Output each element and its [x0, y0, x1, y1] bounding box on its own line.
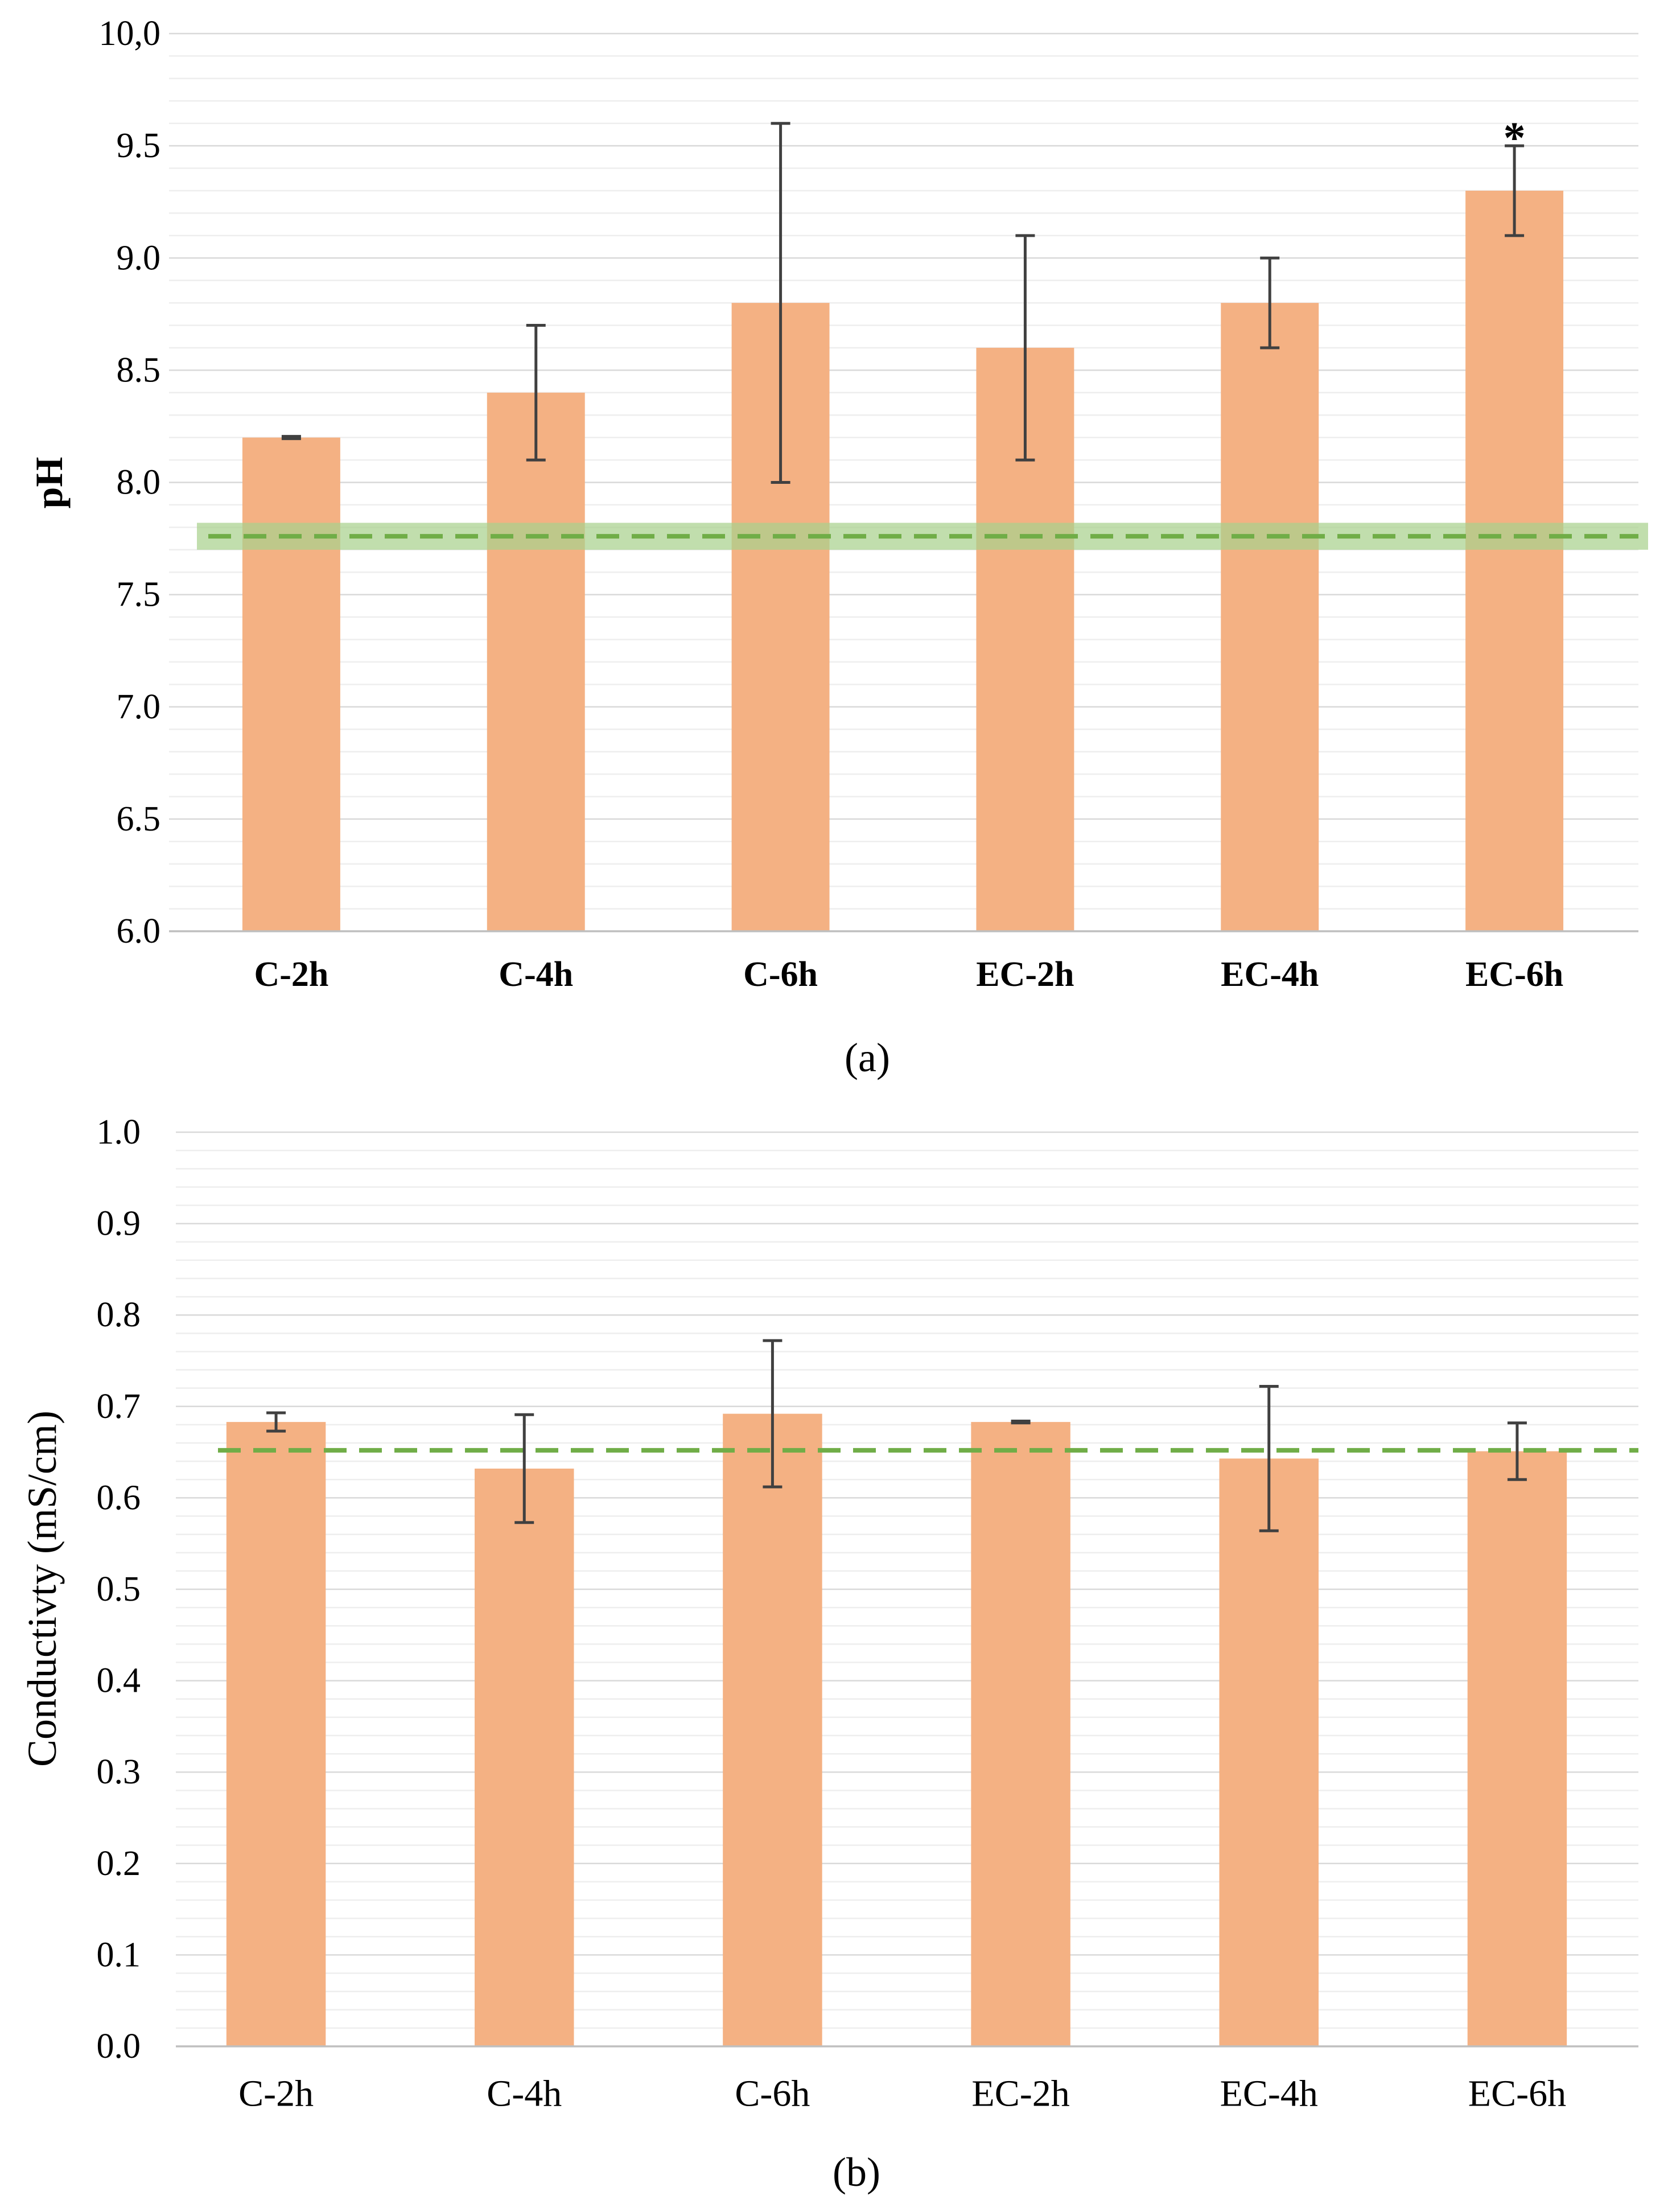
- conductivity-chart: 0.0 0.1 0.2 0.3 0.4 0.5 0.6 0.7 0.8 0.9 1.0 C-2h C-4…: [19, 1113, 1638, 2195]
- x-category-label: EC-4h: [1221, 955, 1319, 994]
- ph-chart: 6.0 6.5 7.0 7.5 8.0 8.5 9.0 9.5 10,0 C-2h C-4h C-6h…: [27, 14, 1648, 1080]
- x-category-label: C-2h: [238, 2073, 314, 2115]
- error-bar-ec-6h: [1505, 144, 1525, 237]
- x-category-label: C-6h: [743, 955, 818, 994]
- y-tick-label: 0.0: [97, 2027, 141, 2066]
- x-category-label: EC-4h: [1220, 2073, 1318, 2115]
- error-bar-ec-6h: [1507, 1421, 1527, 1481]
- x-category-label: C-2h: [254, 955, 328, 994]
- bar-c-2h: [226, 1422, 326, 2046]
- bar-c-6h: [723, 1413, 822, 2046]
- error-bars: [266, 1339, 1527, 1532]
- error-bar-ec-4h: [1260, 256, 1280, 350]
- bars: [242, 190, 1564, 932]
- y-tick-label: 0.9: [97, 1204, 141, 1243]
- error-bar-c-6h: [763, 1339, 783, 1489]
- bar-ec-4h: [1219, 1458, 1319, 2046]
- panel-label: (a): [845, 1035, 890, 1080]
- y-tick-label: 0.8: [97, 1296, 141, 1334]
- error-bar-ec-2h: [1011, 1419, 1031, 1425]
- y-axis-tick-labels: 6.0 6.5 7.0 7.5 8.0 8.5 9.0 9.5 10,0: [99, 14, 161, 951]
- bars: [226, 1413, 1567, 2046]
- major-gridlines: [176, 1131, 1638, 1956]
- major-gridlines: [169, 32, 1638, 820]
- bar-ec-6h: [1467, 1451, 1567, 2046]
- y-tick-label: 7.5: [117, 575, 161, 614]
- error-bar-ec-2h: [1015, 234, 1035, 462]
- y-tick-label: 8.0: [117, 463, 161, 502]
- y-axis-tick-labels: 0.0 0.1 0.2 0.3 0.4 0.5 0.6 0.7 0.8 0.9 1.0: [97, 1113, 141, 2066]
- error-bar-c-6h: [771, 122, 790, 484]
- y-tick-label: 7.0: [117, 688, 161, 726]
- y-tick-label: 0.5: [97, 1570, 141, 1609]
- bar-c-4h: [475, 1469, 574, 2046]
- y-tick-label: 0.6: [97, 1478, 141, 1517]
- error-bars: [281, 122, 1525, 484]
- bar-ec-4h: [1221, 303, 1319, 931]
- y-tick-label: 1.0: [97, 1113, 141, 1152]
- y-tick-label: 8.5: [117, 351, 161, 389]
- y-tick-label: 0.7: [97, 1387, 141, 1426]
- error-bar-c-2h: [266, 1411, 286, 1433]
- y-tick-label: 9.5: [117, 126, 161, 165]
- bar-ec-2h: [971, 1422, 1070, 2046]
- y-axis-title: pH: [27, 457, 71, 509]
- minor-gridlines: [176, 1149, 1638, 2029]
- y-tick-label: 0.1: [97, 1935, 141, 1974]
- bar-c-2h: [242, 437, 340, 931]
- significance-asterisk: *: [1504, 113, 1526, 162]
- bar-ec-6h: [1465, 190, 1564, 932]
- x-category-label: EC-2h: [971, 2073, 1069, 2115]
- x-category-label: C-4h: [487, 2073, 562, 2115]
- x-axis-category-labels: C-2h C-4h C-6h EC-2h EC-4h EC-6h: [254, 955, 1563, 994]
- y-tick-label: 0.4: [97, 1662, 141, 1700]
- x-category-label: EC-6h: [1468, 2073, 1566, 2115]
- y-axis-title: Conductivty (mS/cm): [19, 1411, 65, 1767]
- bar-c-4h: [487, 392, 585, 931]
- y-tick-label: 10,0: [99, 14, 161, 53]
- panel-label: (b): [833, 2149, 880, 2195]
- y-tick-label: 6.5: [117, 800, 161, 838]
- y-tick-label: 6.0: [117, 912, 161, 951]
- y-tick-label: 9.0: [117, 239, 161, 277]
- error-bar-ec-4h: [1259, 1384, 1279, 1532]
- x-category-label: EC-2h: [976, 955, 1074, 994]
- x-category-label: C-6h: [735, 2073, 810, 2115]
- error-bar-c-4h: [526, 324, 546, 462]
- error-bar-c-4h: [514, 1413, 534, 1524]
- y-tick-label: 0.2: [97, 1844, 141, 1883]
- error-bar-c-2h: [281, 435, 301, 441]
- x-axis-category-labels: C-2h C-4h C-6h EC-2h EC-4h EC-6h: [238, 2073, 1566, 2115]
- y-tick-label: 0.3: [97, 1753, 141, 1791]
- x-category-label: EC-6h: [1465, 955, 1563, 994]
- x-category-label: C-4h: [499, 955, 573, 994]
